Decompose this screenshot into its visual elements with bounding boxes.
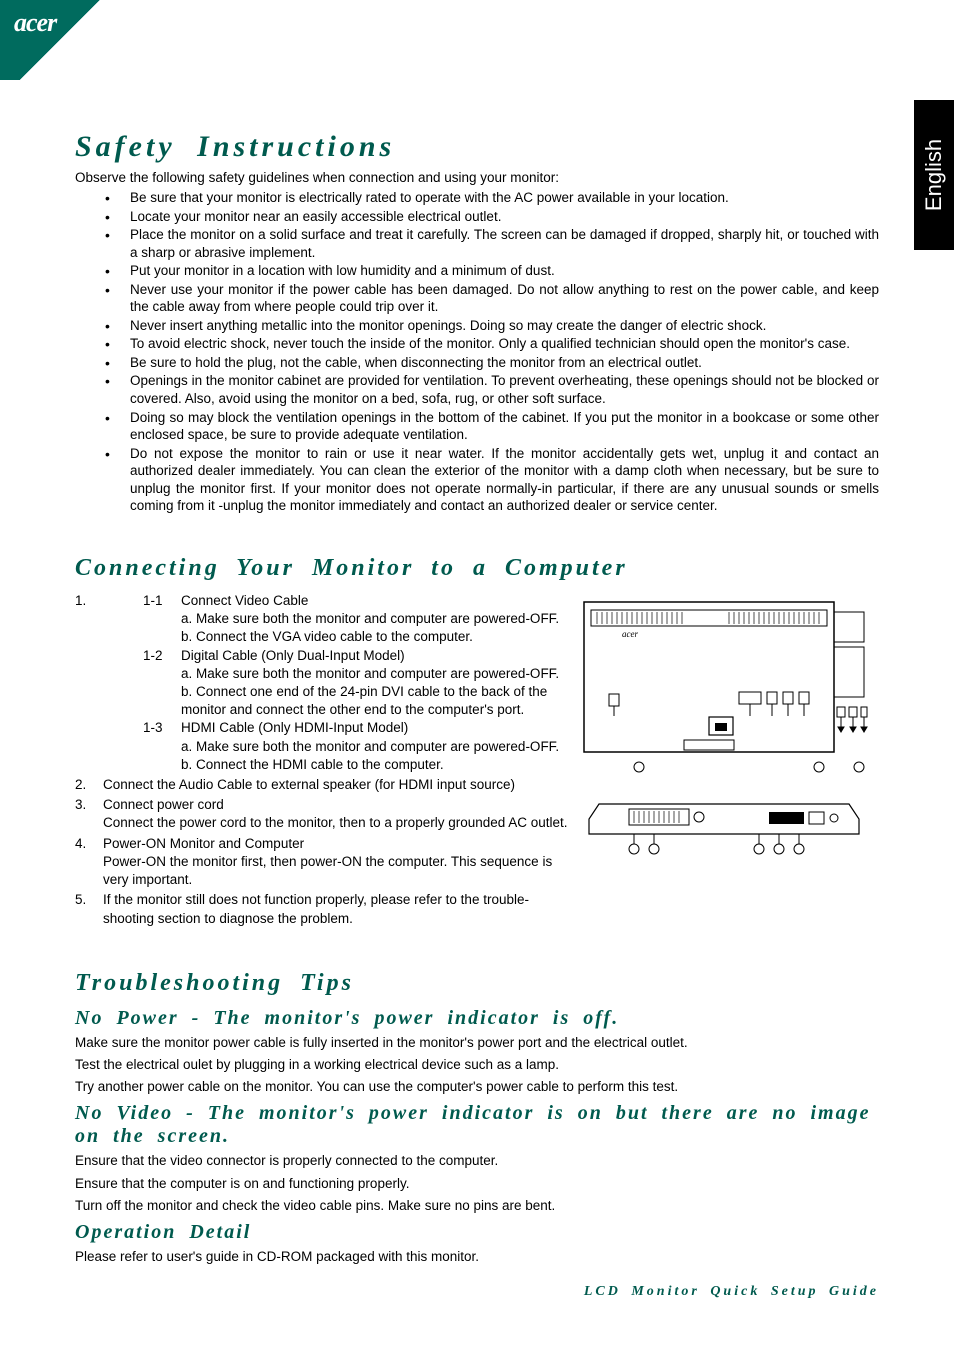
substep-line: b. Connect one end of the 24-pin DVI cab… xyxy=(181,683,569,719)
step-number: 5. xyxy=(75,891,86,909)
page-content: Safety Instructions Observe the followin… xyxy=(0,0,954,1330)
safety-heading: Safety Instructions xyxy=(75,130,879,164)
safety-item: Place the monitor on a solid surface and… xyxy=(105,226,879,261)
step-text: If the monitor still does not function p… xyxy=(103,892,529,925)
substep: 1-2 Digital Cable (Only Dual-Input Model… xyxy=(143,647,569,720)
step-number: 2. xyxy=(75,776,86,794)
nopower-line: Make sure the monitor power cable is ful… xyxy=(75,1034,879,1052)
substep-number: 1-1 xyxy=(143,592,163,610)
monitor-rear-diagram: acer xyxy=(579,592,869,782)
connecting-steps: 1. 1-1 Connect Video Cable a. Make sure … xyxy=(75,592,569,928)
step-5: 5. If the monitor still does not functio… xyxy=(75,891,569,927)
substep-line: a. Make sure both the monitor and comput… xyxy=(181,665,569,683)
substep: 1-3 HDMI Cable (Only HDMI-Input Model) a… xyxy=(143,719,569,774)
step-text: Connect the power cord to the monitor, t… xyxy=(103,815,568,830)
step1-substeps: 1-1 Connect Video Cable a. Make sure bot… xyxy=(103,592,569,774)
safety-item: Be sure that your monitor is electricall… xyxy=(105,189,879,207)
safety-item: Openings in the monitor cabinet are prov… xyxy=(105,372,879,407)
nopower-heading: No Power - The monitor's power indicator… xyxy=(75,1007,879,1030)
connecting-heading: Connecting Your Monitor to a Computer xyxy=(75,555,879,582)
substep-line: b. Connect the HDMI cable to the compute… xyxy=(181,756,569,774)
step-number: 3. xyxy=(75,796,86,814)
connecting-layout: 1. 1-1 Connect Video Cable a. Make sure … xyxy=(75,592,879,930)
safety-item: Put your monitor in a location with low … xyxy=(105,262,879,280)
step-title: Power-ON Monitor and Computer xyxy=(103,836,304,851)
substep-line: a. Make sure both the monitor and comput… xyxy=(181,738,569,756)
step-number: 1. xyxy=(75,592,86,610)
safety-item: Never insert anything metallic into the … xyxy=(105,317,879,335)
substep-line: a. Make sure both the monitor and comput… xyxy=(181,610,569,628)
safety-intro: Observe the following safety guidelines … xyxy=(75,170,879,185)
substep-line: b. Connect the VGA video cable to the co… xyxy=(181,628,569,646)
opdetail-text: Please refer to user's guide in CD-ROM p… xyxy=(75,1248,879,1266)
step-text: Power-ON the monitor first, then power-O… xyxy=(103,854,552,887)
safety-item: Doing so may block the ventilation openi… xyxy=(105,409,879,444)
computer-rear-diagram xyxy=(579,794,869,864)
substep-title: HDMI Cable (Only HDMI-Input Model) xyxy=(181,719,569,737)
connection-diagrams: acer xyxy=(579,592,879,930)
substep-number: 1-2 xyxy=(143,647,163,665)
safety-item: Never use your monitor if the power cabl… xyxy=(105,281,879,316)
opdetail-heading: Operation Detail xyxy=(75,1221,879,1244)
substep-title: Digital Cable (Only Dual-Input Model) xyxy=(181,647,569,665)
language-tab: English xyxy=(914,100,954,250)
substep: 1-1 Connect Video Cable a. Make sure bot… xyxy=(143,592,569,647)
nopower-line: Try another power cable on the monitor. … xyxy=(75,1078,879,1096)
step-text: Connect the Audio Cable to external spea… xyxy=(103,777,515,792)
safety-item: Do not expose the monitor to rain or use… xyxy=(105,445,879,515)
svg-text:acer: acer xyxy=(622,629,638,639)
connecting-text: 1. 1-1 Connect Video Cable a. Make sure … xyxy=(75,592,569,930)
troubleshooting-heading: Troubleshooting Tips xyxy=(75,970,879,997)
step-title: Connect power cord xyxy=(103,797,224,812)
novideo-line: Ensure that the computer is on and funct… xyxy=(75,1175,879,1193)
step-number: 4. xyxy=(75,835,86,853)
page-footer: LCD Monitor Quick Setup Guide xyxy=(584,1284,879,1300)
substep-title: Connect Video Cable xyxy=(181,592,569,610)
step-4: 4. Power-ON Monitor and Computer Power-O… xyxy=(75,835,569,890)
substep-number: 1-3 xyxy=(143,719,163,737)
safety-list: Be sure that your monitor is electricall… xyxy=(75,189,879,515)
novideo-line: Ensure that the video connector is prope… xyxy=(75,1152,879,1170)
nopower-line: Test the electrical oulet by plugging in… xyxy=(75,1056,879,1074)
language-label: English xyxy=(921,139,947,211)
step-3: 3. Connect power cord Connect the power … xyxy=(75,796,569,832)
brand-corner: acer xyxy=(0,0,120,80)
step-2: 2. Connect the Audio Cable to external s… xyxy=(75,776,569,794)
safety-item: Locate your monitor near an easily acces… xyxy=(105,208,879,226)
novideo-heading: No Video - The monitor's power indicator… xyxy=(75,1102,879,1148)
step-1: 1. 1-1 Connect Video Cable a. Make sure … xyxy=(75,592,569,774)
brand-logo: acer xyxy=(14,8,56,38)
safety-item: To avoid electric shock, never touch the… xyxy=(105,335,879,353)
novideo-line: Turn off the monitor and check the video… xyxy=(75,1197,879,1215)
safety-item: Be sure to hold the plug, not the cable,… xyxy=(105,354,879,372)
